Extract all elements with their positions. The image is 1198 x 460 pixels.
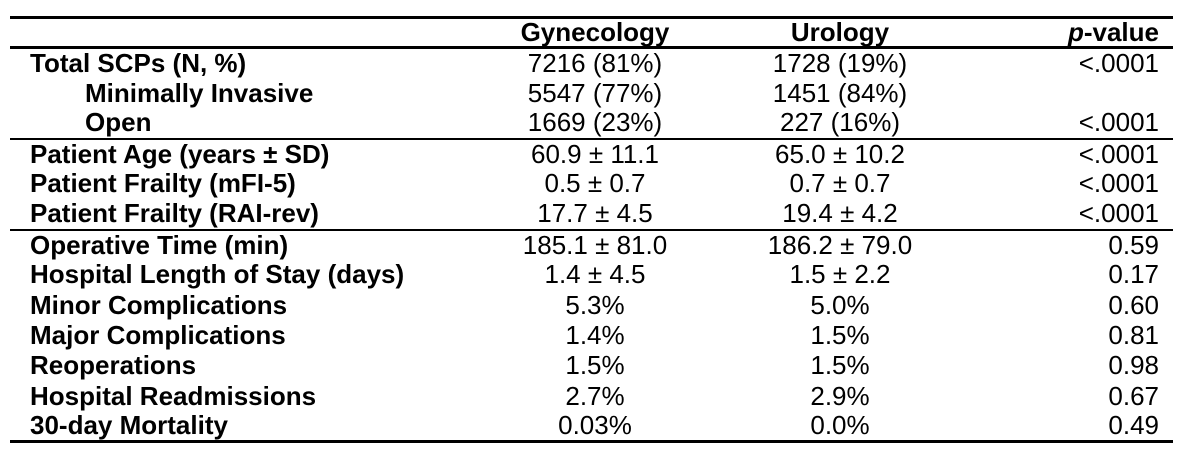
table-body: Total SCPs (N, %) 7216 (81%) 1728 (19%) <.0… [10, 48, 1173, 442]
gynecology-value: 0.5 ± 0.7 [544, 168, 646, 199]
row-label: Patient Frailty (mFI-5) [30, 168, 296, 199]
table-row: Major Complications 1.4% 1.5% 0.81 [10, 320, 1173, 350]
gynecology-value: 185.1 ± 81.0 [522, 229, 668, 260]
table-row: Total SCPs (N, %) 7216 (81%) 1728 (19%) <.0… [10, 48, 1173, 78]
header-gynecology: Gynecology [520, 17, 670, 47]
p-value: <.0001 [1078, 138, 1159, 169]
urology-value: 1.5% [810, 350, 870, 381]
table-row: Hospital Length of Stay (days) 1.4 ± 4.5 1… [10, 260, 1173, 290]
urology-value: 1451 (84%) [772, 77, 908, 108]
row-label: Open [85, 107, 152, 138]
urology-value: 0.0% [810, 410, 870, 441]
p-value: 0.81 [1108, 319, 1159, 350]
p-value: <.0001 [1078, 168, 1159, 199]
gynecology-value: 17.7 ± 4.5 [537, 198, 653, 229]
row-label: Reoperations [30, 350, 197, 381]
p-value: 0.59 [1108, 229, 1159, 260]
gynecology-value: 1.4% [565, 319, 625, 350]
p-value: <.0001 [1078, 198, 1159, 229]
p-value: 0.98 [1108, 350, 1159, 381]
gynecology-value: 1.4 ± 4.5 [544, 259, 646, 290]
row-label: Hospital Length of Stay (days) [30, 259, 405, 290]
gynecology-value: 1669 (23%) [527, 107, 663, 138]
urology-value: 1728 (19%) [772, 48, 908, 79]
table-row: Open 1669 (23%) 227 (16%) <.0001 [10, 107, 1173, 139]
urology-value: 2.9% [810, 380, 870, 411]
row-label: Major Complications [30, 319, 286, 350]
p-value-italic-p: p [1067, 17, 1084, 47]
header-row: Gynecology Urology p-value [10, 18, 1173, 48]
row-label: Patient Frailty (RAI-rev) [30, 198, 319, 229]
urology-value: 1.5% [810, 319, 870, 350]
table-row: Patient Age (years ± SD) 60.9 ± 11.1 65.0 … [10, 139, 1173, 169]
row-label: Operative Time (min) [30, 229, 289, 260]
row-label: Minimally Invasive [85, 77, 314, 108]
row-label: Minor Complications [30, 289, 288, 320]
p-value: 0.60 [1108, 289, 1159, 320]
header-empty-cell [10, 18, 460, 48]
gynecology-value: 0.03% [558, 410, 632, 441]
urology-value: 65.0 ± 10.2 [775, 138, 905, 169]
urology-value: 227 (16%) [780, 107, 900, 138]
urology-value: 5.0% [810, 289, 870, 320]
table-row: 30-day Mortality 0.03% 0.0% 0.49 [10, 411, 1173, 441]
urology-value: 0.7 ± 0.7 [789, 168, 891, 199]
table-row: Minor Complications 5.3% 5.0% 0.60 [10, 290, 1173, 320]
gynecology-value: 5547 (77%) [527, 77, 663, 108]
table-row: Patient Frailty (RAI-rev) 17.7 ± 4.5 19.4 … [10, 198, 1173, 230]
p-value-suffix: -value [1083, 17, 1159, 47]
table-row: Operative Time (min) 185.1 ± 81.0 186.2 ± … [10, 230, 1173, 260]
table-figure: Gynecology Urology p-value Total SCPs (N… [10, 16, 1173, 444]
urology-value: 186.2 ± 79.0 [767, 229, 913, 260]
row-label: Patient Age (years ± SD) [30, 138, 330, 169]
table-row: Minimally Invasive 5547 (77%) 1451 (84%) [10, 78, 1173, 108]
table-row: Reoperations 1.5% 1.5% 0.98 [10, 351, 1173, 381]
urology-value: 19.4 ± 4.2 [782, 198, 898, 229]
gynecology-value: 5.3% [565, 289, 625, 320]
row-label: 30-day Mortality [30, 410, 228, 441]
gynecology-value: 60.9 ± 11.1 [531, 138, 659, 169]
p-value: <.0001 [1078, 48, 1159, 79]
header-p-value: p-value [950, 18, 1173, 48]
header-urology: Urology [790, 17, 890, 47]
p-value [950, 78, 1173, 108]
row-label: Hospital Readmissions [30, 380, 317, 411]
p-value: 0.49 [1108, 410, 1159, 441]
gynecology-value: 2.7% [565, 380, 625, 411]
p-value: <.0001 [1078, 107, 1159, 138]
gynecology-value: 1.5% [565, 350, 625, 381]
p-value: 0.17 [1108, 259, 1159, 290]
p-value: 0.67 [1108, 380, 1159, 411]
gynecology-urology-comparison-table: Gynecology Urology p-value Total SCPs (N… [10, 16, 1173, 444]
table-row: Patient Frailty (mFI-5) 0.5 ± 0.7 0.7 ± 0.… [10, 169, 1173, 199]
gynecology-value: 7216 (81%) [527, 48, 663, 79]
table-row: Hospital Readmissions 2.7% 2.9% 0.67 [10, 381, 1173, 411]
row-label: Total SCPs (N, %) [30, 48, 247, 79]
urology-value: 1.5 ± 2.2 [789, 259, 891, 290]
